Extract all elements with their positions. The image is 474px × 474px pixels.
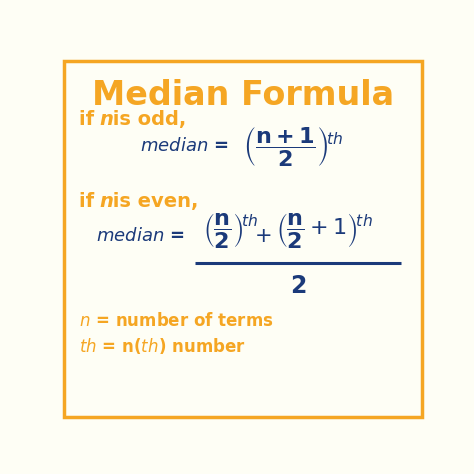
Text: is even,: is even, <box>106 192 199 211</box>
Text: $\mathit{th}$ = n($\mathit{th}$) number: $\mathit{th}$ = n($\mathit{th}$) number <box>80 336 246 356</box>
Text: $\mathit{median}$ =: $\mathit{median}$ = <box>96 227 185 245</box>
Text: n: n <box>99 192 113 211</box>
FancyBboxPatch shape <box>64 61 422 418</box>
Text: n: n <box>99 110 113 129</box>
Text: $\left(\dfrac{\mathbf{n+1}}{\mathbf{2}}\right)^{\!\mathbf{\mathit{th}}}$: $\left(\dfrac{\mathbf{n+1}}{\mathbf{2}}\… <box>243 125 344 168</box>
Text: $\left(\dfrac{\mathbf{n}}{\mathbf{2}}\right)^{\!\mathbf{\mathit{th}}}$: $\left(\dfrac{\mathbf{n}}{\mathbf{2}}\ri… <box>202 211 258 250</box>
Text: $\left(\dfrac{\mathbf{n}}{\mathbf{2}}+1\right)^{\!\mathbf{\mathit{th}}}$: $\left(\dfrac{\mathbf{n}}{\mathbf{2}}+1\… <box>276 211 373 250</box>
Text: if: if <box>80 110 101 129</box>
Text: $\mathbf{2}$: $\mathbf{2}$ <box>290 274 306 298</box>
Text: Median Formula: Median Formula <box>92 79 394 112</box>
Text: $\mathit{median}$ =: $\mathit{median}$ = <box>140 137 229 155</box>
Text: if: if <box>80 192 101 211</box>
Text: $+$: $+$ <box>255 226 272 246</box>
Text: is odd,: is odd, <box>106 110 187 129</box>
Text: $\mathit{n}$ = number of terms: $\mathit{n}$ = number of terms <box>80 312 274 330</box>
